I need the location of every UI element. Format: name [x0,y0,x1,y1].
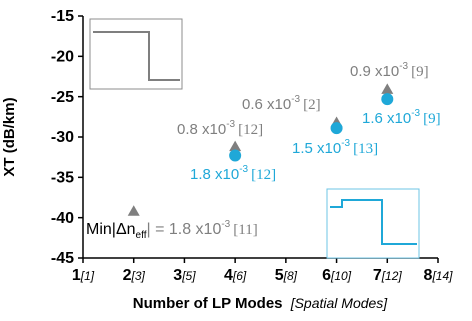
inset-step-index-profile [89,18,183,90]
x-tick-main: 1 [72,267,81,284]
y-axis-label: XT (dB/km) [1,97,18,176]
triangle-marker [127,205,140,216]
x-axis-label: Number of LP Modes [Spatial Modes] [133,295,389,312]
x-tick-label: 5[8] [275,267,298,284]
inset-step-index-frame [89,18,183,90]
circle-marker [381,93,394,106]
x-axis-label-main: Number of LP Modes [133,295,283,312]
y-tick-group: -15 -20 -25 -30 -35 -40 -45 [51,8,83,267]
triangle-marker [229,140,242,152]
x-tick-label: 2[3] [123,267,146,284]
x-tick-sub: [6] [232,269,247,283]
circle-marker [330,122,343,135]
inset-trench-curve [330,199,417,245]
x-tick-sub: [14] [431,269,453,283]
inset-step-index-curve [93,31,180,81]
x-tick-main: 5 [275,267,284,284]
x-tick-main: 2 [123,267,132,284]
x-tick-sub: [5] [181,269,196,283]
x-tick-sub: [3] [130,269,145,283]
min-delta-n-label: Min|Δneff| = 1.8 x10-3 [11] [86,219,258,241]
x-tick-label: 8[14] [424,267,454,284]
y-tick-label: -40 [51,210,74,227]
y-tick-label: -45 [51,250,74,267]
y-tick-label: -15 [51,8,74,25]
x-tick-sub: [10] [330,269,352,283]
x-tick-label: 6[10] [322,267,352,284]
y-tick-label: -20 [51,49,74,66]
triangle-marker [381,83,394,94]
y-tick-label: -30 [51,129,74,146]
x-tick-sub: [1] [80,269,95,283]
blue-label-lp7: 1.6 x10-3 [9] [362,108,441,127]
x-tick-main: 6 [322,267,331,284]
x-tick-main: 8 [424,267,433,284]
x-tick-main: 3 [173,267,182,284]
x-tick-main: 4 [224,267,233,284]
blue-label-lp4: 1.8 x10-3 [12] [190,164,276,183]
x-tick-label: 1[1] [72,267,95,284]
x-tick-label: 7[12] [373,267,403,284]
data-points [127,83,394,216]
grey-label-lp4: 0.8 x10-3 [12] [177,119,263,138]
y-tick-label: -25 [51,89,74,106]
blue-label-lp6: 1.5 x10-3 [13] [292,138,378,157]
inset-trench-profile [326,188,420,259]
x-tick-label: 3[5] [173,267,196,284]
x-tick-sub: [8] [283,269,298,283]
x-tick-label: 4[6] [224,267,247,284]
circle-marker [229,149,242,162]
x-tick-main: 7 [373,267,382,284]
grey-label-lp7: 0.9 x10-3 [9] [350,61,429,80]
x-tick-group: 1[1] 2[3] 3[5] 4[6] 5[8] 6[10] 7[12] 8[14] [72,258,453,284]
y-tick-label: -35 [51,170,74,187]
grey-label-lp6: 0.6 x10-3 [2] [242,94,321,113]
x-tick-sub: [12] [381,269,403,283]
x-axis-label-sub: [Spatial Modes] [290,295,389,311]
